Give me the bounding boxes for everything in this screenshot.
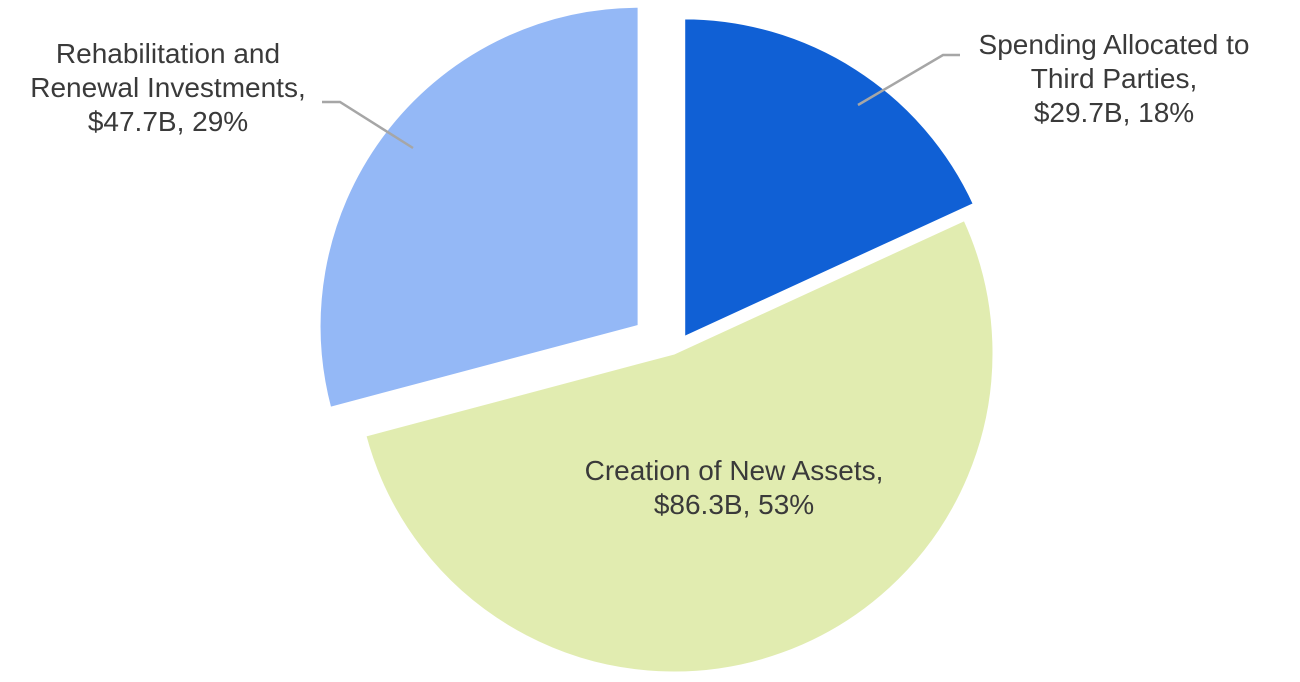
leader-line-spending-allocated-to-third-parties [857,53,960,107]
slice-label-line: $47.7B, 29% [88,106,248,137]
pie-slice-creation-of-new-assets [363,217,996,675]
leader-line-rehabilitation-and-renewal-investments [322,100,414,150]
slice-label-line: Third Parties, [1031,63,1198,94]
slice-label-line: Creation of New Assets, [585,455,884,486]
slice-label-spending-allocated-to-third-parties: Spending Allocated to Third Parties, $29.7… [979,29,1250,128]
labels-layer: Spending Allocated to Third Parties, $29.7… [30,29,1249,520]
slice-label-line: $86.3B, 53% [654,489,814,520]
slice-label-creation-of-new-assets: Creation of New Assets, $86.3B, 53% [585,455,884,520]
slice-label-rehabilitation-and-renewal-investments: Rehabilitation and Renewal Investments, $4… [30,38,305,137]
slice-label-line: Spending Allocated to [979,29,1250,60]
slice-label-line: Rehabilitation and [56,38,280,69]
slice-label-line: Renewal Investments, [30,72,305,103]
pie-slice-rehabilitation-and-renewal-investments [317,4,641,410]
leader-lines-layer [322,53,960,150]
slice-label-line: $29.7B, 18% [1034,97,1194,128]
pie-slice-spending-allocated-to-third-parties [682,16,976,340]
slices-layer [317,4,996,675]
